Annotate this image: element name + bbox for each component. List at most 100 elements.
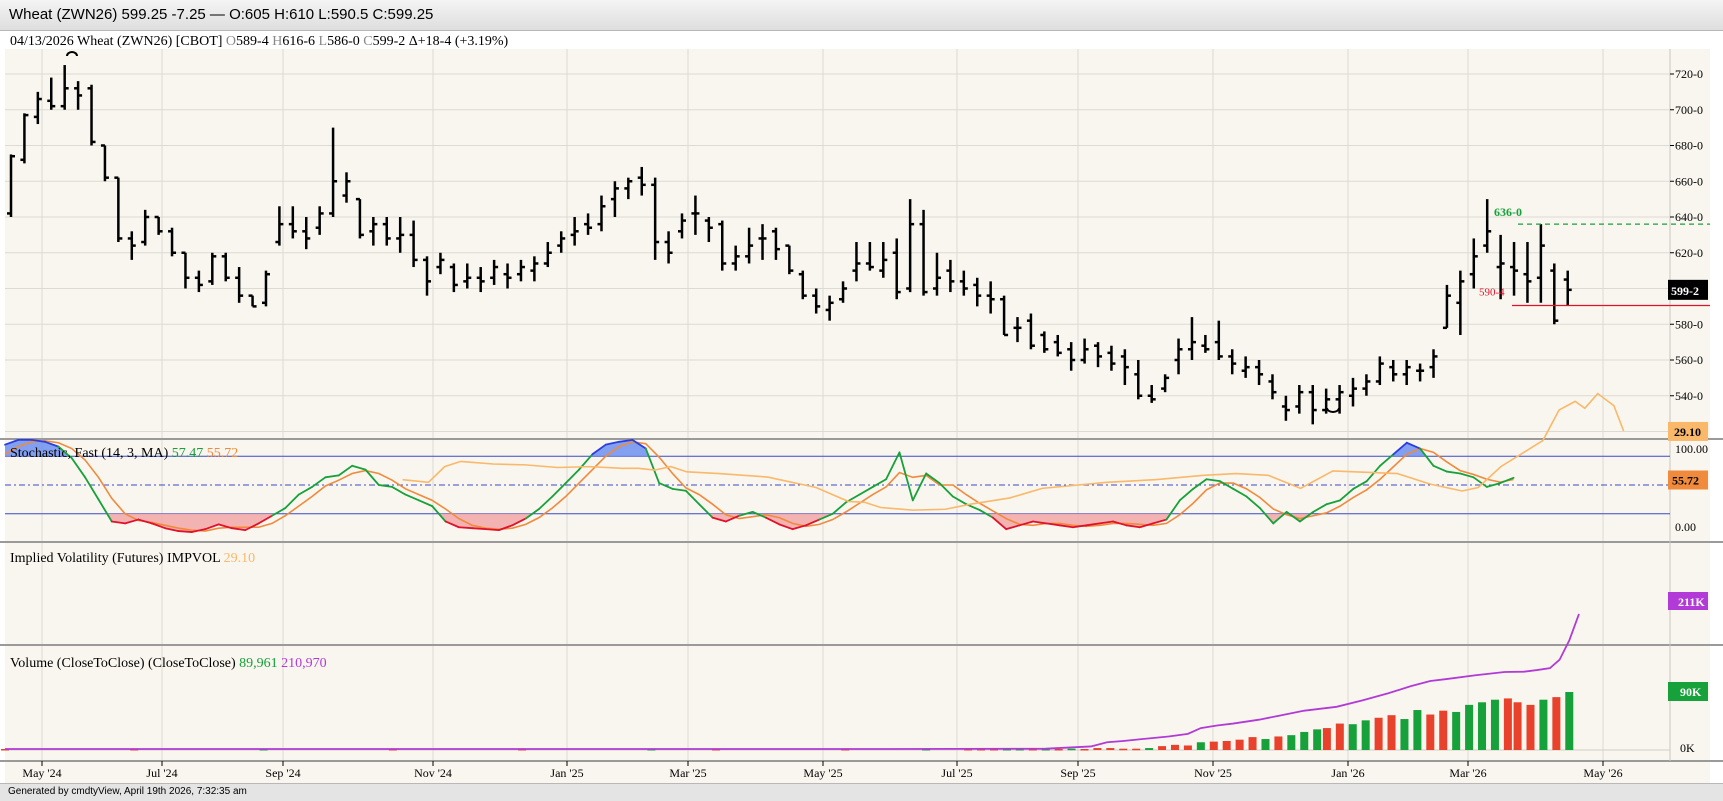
ohlc-bar [315, 206, 324, 235]
volume-bar [1400, 719, 1409, 750]
ohlc-bar [771, 227, 780, 260]
price-tick-label: 580-0 [1675, 317, 1703, 331]
ohlc-bar [839, 281, 848, 303]
ohlc-bar [1187, 317, 1196, 360]
ohlc-bar [1295, 385, 1304, 414]
x-axis-label: Jul '24 [146, 766, 177, 780]
ohlc-bar [20, 113, 29, 164]
ohlc-bar [718, 220, 727, 271]
ohlc-bar [1094, 342, 1103, 368]
ohlc-bar [1496, 234, 1505, 300]
ohlc-bar [879, 242, 888, 278]
volume-bar [1274, 736, 1283, 750]
stochastic-k-line [4, 438, 1515, 533]
ohlc-bar [1000, 295, 1009, 337]
ohlc-bar [409, 220, 418, 268]
ohlc-bar [798, 270, 807, 300]
volume-bar [1028, 749, 1037, 751]
ohlc-bar [516, 259, 525, 282]
low-marker [1326, 407, 1340, 413]
volume-bar [1002, 749, 1011, 751]
volume-last-label: 90K [1680, 685, 1702, 699]
ohlc-bar [100, 144, 109, 182]
volume-bar [1287, 735, 1296, 750]
ohlc-bar [637, 166, 646, 196]
volume-bar [1452, 711, 1461, 750]
volume-legend: Volume (CloseToClose) (CloseToClose) 89,… [10, 656, 327, 671]
ohlc-bar [919, 209, 928, 296]
ohlc-bar [704, 217, 713, 243]
volume-bar [1054, 749, 1063, 751]
ohlc-bar [382, 217, 391, 246]
price-tick-label: 560-0 [1675, 353, 1703, 367]
x-axis-label: Sep '25 [1060, 766, 1095, 780]
x-axis-label: Jan '26 [1331, 766, 1364, 780]
volume-bar [1322, 728, 1331, 750]
volume-bar [1015, 749, 1024, 751]
volume-bar [989, 749, 998, 751]
resistance-label: 636-0 [1494, 205, 1522, 219]
volume-bar [1222, 740, 1231, 750]
x-axis-label: Mar '26 [1449, 766, 1486, 780]
ohlc-bar [1161, 374, 1170, 393]
ohlc-bar [932, 252, 941, 296]
price-tick-label: 700-0 [1675, 103, 1703, 117]
ohlc-bar [1174, 338, 1183, 375]
ohlc-bar [986, 281, 995, 314]
ohlc-bar [852, 242, 861, 282]
ohlc-bar [1510, 242, 1519, 296]
volume-bar [964, 749, 973, 751]
ohlc-bar [906, 199, 915, 293]
ohlc-bar [1389, 360, 1398, 382]
ohlc-bar [1040, 331, 1049, 353]
ohlc-bar [194, 270, 203, 293]
ohlc-bar [1536, 224, 1545, 303]
volume-bar [1106, 748, 1115, 750]
volume-bar [1335, 723, 1344, 750]
ohlc-bar [369, 217, 378, 246]
support-label: 590-4 [1479, 286, 1505, 298]
grid [41, 49, 1604, 761]
price-grid [5, 73, 1670, 432]
volume-bar [1093, 748, 1102, 750]
ohlc-bar [1550, 263, 1559, 325]
ohlc-bar [168, 227, 177, 257]
ohlc-bar [825, 295, 834, 321]
impvol-legend: Implied Volatility (Futures) IMPVOL 29.1… [10, 551, 255, 566]
ohlc-bar [973, 277, 982, 307]
ohlc-bar [396, 217, 405, 253]
ohlc-bar [114, 176, 123, 243]
volume-avg-last-label: 211K [1678, 595, 1705, 609]
ohlc-bar [1013, 317, 1022, 343]
ohlc-bar [812, 288, 821, 314]
footer-bar: Generated by cmdtyView, April 19th 2026,… [0, 783, 1723, 801]
last-price-label: 599-2 [1671, 284, 1699, 298]
ohlc-bar [1523, 242, 1532, 303]
x-axis-label: May '26 [1583, 766, 1622, 780]
ohlc-bar [1120, 349, 1129, 386]
volume-bar [1235, 739, 1244, 750]
ohlc-bar [47, 77, 56, 110]
ohlc-bar [1416, 363, 1425, 382]
ohlc-bar [1456, 270, 1465, 335]
volume-bar [1041, 749, 1050, 751]
ohlc-bar [490, 259, 499, 285]
x-axis-label: May '24 [22, 766, 61, 780]
ohlc-bar [1375, 356, 1384, 386]
footer-text: Generated by cmdtyView, April 19th 2026,… [8, 786, 247, 797]
price-chart[interactable]: 720-0700-0680-0660-0640-0620-0600-0580-0… [0, 31, 1723, 783]
x-axis-label: May '25 [803, 766, 842, 780]
volume-bar [1478, 702, 1487, 750]
ohlc-bars [7, 65, 1572, 425]
ohlc-bar [141, 209, 150, 246]
ohlc-bar [584, 213, 593, 235]
volume-bar [1348, 724, 1357, 750]
volume-bar [1170, 744, 1179, 750]
stochastic-last-label: 55.72 [1672, 474, 1699, 488]
ohlc-bar [1026, 313, 1035, 350]
high-marker [66, 51, 78, 57]
ohlc-bar [248, 294, 257, 308]
ohlc-bar [463, 263, 472, 289]
ohlc-bar [342, 172, 351, 203]
ohlc-bar [7, 154, 15, 217]
